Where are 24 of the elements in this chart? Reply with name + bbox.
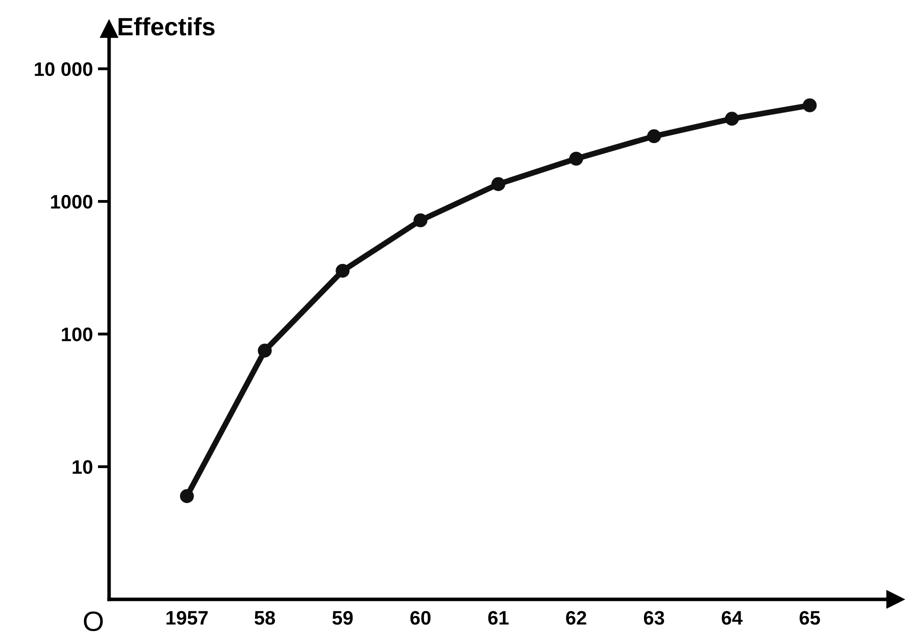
text: O — [84, 611, 103, 632]
point — [569, 152, 584, 166]
x-tick-label: 59 — [332, 610, 353, 625]
x-tick-label: 63 — [644, 610, 664, 625]
point — [336, 264, 350, 278]
x-tick-label: 64 — [722, 610, 743, 625]
x-tick-label: 61 — [488, 610, 509, 625]
point — [180, 489, 194, 504]
x-tick-label: 65 — [800, 610, 820, 625]
y-tick-label: 1000 — [51, 194, 92, 209]
point — [724, 112, 739, 126]
x-tick-label: 1957 — [166, 610, 208, 625]
point — [647, 129, 661, 144]
y-axis-title: Effectifs — [118, 17, 215, 36]
point — [802, 98, 817, 112]
x-tick-label: 58 — [254, 610, 275, 625]
point — [491, 177, 506, 192]
y-tick-label: 10 — [72, 460, 92, 474]
point — [414, 213, 428, 228]
x-tick-label: 60 — [410, 610, 430, 625]
y-tick-label: 10 000 — [34, 62, 92, 76]
x-tick-label: 62 — [566, 610, 586, 625]
point — [258, 344, 272, 358]
y-tick-label: 100 — [62, 328, 92, 342]
